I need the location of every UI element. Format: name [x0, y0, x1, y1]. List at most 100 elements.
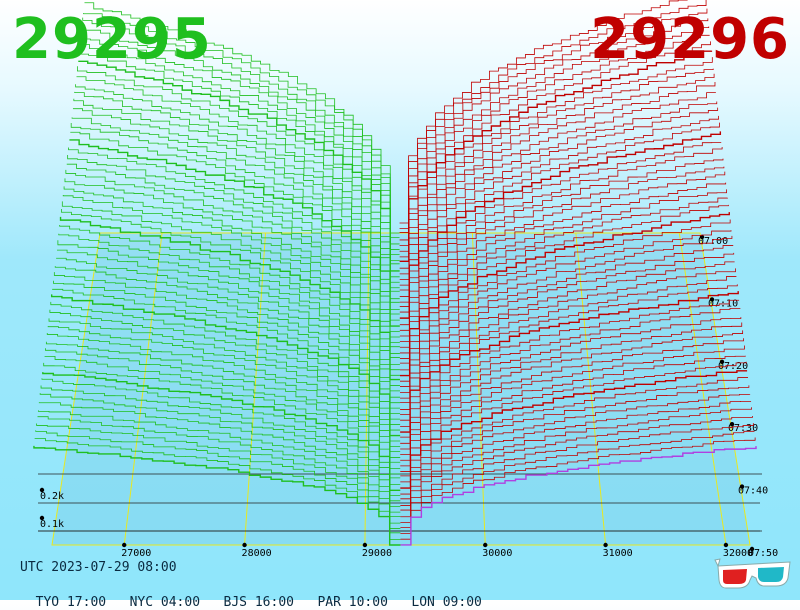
bid-depth-line — [42, 372, 401, 491]
bid-depth-line — [33, 445, 401, 546]
ask-depth-line — [400, 370, 748, 489]
ask-depth-line — [399, 219, 731, 382]
ask-depth-line — [400, 230, 732, 387]
price-tick-mark — [603, 542, 608, 548]
ask-depth-line — [400, 276, 737, 421]
ask-depth-line — [400, 322, 743, 455]
bid-depth-line — [66, 163, 400, 343]
timezone-label: NYC 04:00 — [129, 595, 201, 610]
bid-depth-line — [45, 348, 401, 475]
bid-depth-line — [67, 154, 400, 338]
bid-depth-line — [50, 294, 401, 437]
ask-depth-line — [400, 330, 744, 461]
price-tick-mark — [362, 542, 368, 548]
price-tick-label: 32000 — [723, 548, 753, 559]
ask-depth-line — [399, 212, 730, 377]
ask-depth-line — [400, 423, 754, 529]
time-tick-mark — [739, 484, 745, 489]
ask-depth-line — [400, 394, 751, 506]
bid-depth-line — [40, 385, 401, 502]
price-gridline — [471, 232, 486, 546]
ask-depth-line — [399, 41, 711, 258]
ask-depth-line — [400, 437, 756, 540]
time-tick-label: 07:50 — [748, 548, 778, 559]
bid-depth-line — [57, 240, 401, 398]
ask-depth-line — [400, 317, 742, 450]
bid-depth-line — [62, 195, 400, 365]
bid-depth-line — [37, 410, 401, 518]
price-tick-label: 30000 — [482, 548, 512, 559]
bid-depth-line — [34, 438, 401, 540]
timezone-label: TYO 17:00 — [35, 595, 107, 610]
bid-depth-line — [49, 309, 401, 447]
ask-depth-line — [399, 166, 725, 343]
bid-depth-line — [41, 378, 401, 496]
ask-depth-line — [399, 101, 718, 297]
price-tick-mark — [122, 542, 127, 548]
timezone-label: PAR 10:00 — [317, 595, 388, 610]
time-tick-mark — [709, 297, 715, 302]
bid-depth-line — [44, 355, 401, 479]
bid-depth-line — [82, 17, 400, 245]
ask-depth-line — [400, 338, 744, 467]
ask-depth-line — [400, 407, 752, 518]
bid-depth-line — [37, 416, 401, 524]
bid-depth-line — [72, 108, 400, 303]
bid-depth-line — [53, 272, 401, 420]
ask-depth-line — [400, 385, 750, 500]
depth-tick-mark — [39, 487, 45, 493]
ask-depth-line — [399, 182, 727, 354]
price-tick-label: 31000 — [603, 548, 633, 559]
ask-depth-line — [399, 34, 710, 252]
ask-depth-line — [399, 189, 727, 359]
ask-depth-line — [400, 284, 738, 427]
ask-depth-line — [400, 345, 745, 472]
bid-depth-line — [65, 169, 400, 348]
ask-depth-line — [399, 115, 719, 307]
bid-depth-line — [54, 266, 401, 415]
ask-depth-line — [399, 92, 716, 291]
ask-depth-line — [400, 299, 740, 438]
price-tick-label: 28000 — [242, 548, 272, 559]
bid-depth-line — [50, 301, 401, 442]
price-gridline — [123, 232, 163, 546]
bid-depth-line — [59, 216, 400, 381]
bid-depth-line — [70, 131, 400, 321]
bid-depth-line — [61, 208, 400, 376]
ask-depth-line — [399, 204, 729, 371]
bid-depth-line — [46, 333, 401, 463]
timezone-label: LON 09:00 — [411, 595, 482, 610]
ask-depth-line — [399, 0, 707, 230]
ask-depth-line — [399, 8, 708, 233]
bid-depth-line — [83, 12, 400, 238]
bid-depth-line — [47, 326, 401, 458]
ask-depth-line — [400, 430, 755, 535]
bid-depth-line — [84, 2, 400, 234]
bid-depth-line — [61, 201, 400, 371]
bid-depth-line — [43, 362, 401, 485]
time-tick-label: 07:20 — [718, 361, 748, 372]
bid-depth-line — [58, 233, 401, 392]
ask-depth-line — [400, 377, 748, 495]
ask-depth-line — [400, 446, 757, 546]
bid-depth-line — [76, 66, 400, 278]
bid-depth-line — [56, 249, 401, 404]
time-tick-label: 07:40 — [738, 486, 768, 497]
3d-glasses-icon[interactable] — [714, 556, 794, 596]
depth-tick-mark — [39, 515, 45, 521]
bid-depth-line — [68, 147, 400, 332]
price-tick-mark — [242, 542, 247, 548]
bid-depth-line — [70, 122, 400, 315]
bid-depth-line — [52, 288, 401, 431]
depth-tick-label: 0.1k — [40, 519, 64, 530]
ask-depth-line — [399, 197, 728, 364]
time-tick-mark — [699, 234, 705, 240]
time-tick-mark — [749, 546, 755, 552]
price-tick-label: 29000 — [362, 548, 392, 559]
utc-time: UTC 2023-07-29 08:00 — [20, 560, 177, 575]
bid-depth-line — [73, 98, 400, 300]
ask-depth-line — [400, 361, 747, 483]
price-gridline — [364, 232, 370, 546]
ask-depth-line — [399, 26, 710, 246]
price-tick-label: 27000 — [121, 548, 151, 559]
